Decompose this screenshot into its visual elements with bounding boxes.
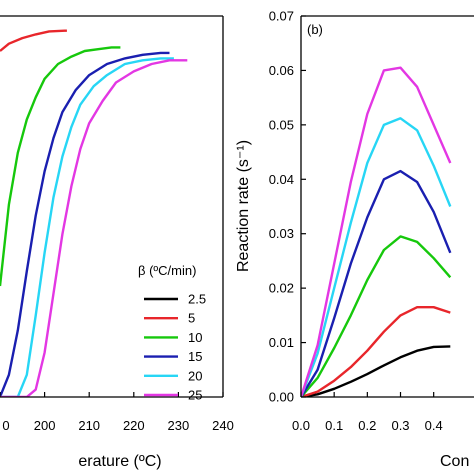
panel-b-y-tick-label: 0.00 <box>269 390 294 405</box>
panel-b-x-tick-label: 0.3 <box>391 418 409 433</box>
panel-a-x-tick-label: 240 <box>212 418 234 433</box>
panel-a-series-15 <box>0 51 170 397</box>
panel-b-chart: 0.000.010.020.030.040.050.060.07 0.0 0.1 0… <box>235 9 474 470</box>
panel-b-series-group <box>301 66 452 397</box>
legend-label-25: 25 <box>188 388 202 403</box>
legend-label-20: 20 <box>188 368 202 383</box>
panel-a-x-tick-label: 200 <box>34 418 56 433</box>
legend-title: β (ºC/min) <box>138 263 196 278</box>
legend-label-5: 5 <box>188 311 195 326</box>
legend-label-2-5: 2.5 <box>188 292 206 307</box>
panel-b-label: (b) <box>307 22 323 37</box>
panel-a-series-group <box>0 29 188 397</box>
panel-b-series-20 <box>301 117 452 397</box>
panel-a-x-ticks: 0 200 210 220 230 240 <box>0 392 234 433</box>
panel-b-x-tick-label: 0.0 <box>292 418 310 433</box>
panel-b-y-tick-label: 0.01 <box>269 335 294 350</box>
panel-a-x-tick-label: 0 <box>2 418 9 433</box>
panel-b-x-tick-label: 0.2 <box>358 418 376 433</box>
panel-a-x-tick-label: 230 <box>168 418 190 433</box>
panel-a-x-axis-title: erature (ºC) <box>78 453 161 470</box>
panel-b-x-axis-title: Con <box>440 453 469 470</box>
panel-b-x-tick-label: 0.1 <box>325 418 343 433</box>
panel-b-y-tick-label: 0.02 <box>269 281 294 296</box>
panel-b-series-2-5 <box>301 345 451 397</box>
panel-b-y-tick-label: 0.03 <box>269 226 294 241</box>
panel-b-series-15 <box>301 169 452 397</box>
legend-label-10: 10 <box>188 330 202 345</box>
panel-a-series-25 <box>0 59 188 397</box>
panel-b-x-tick-label: 0.4 <box>425 418 443 433</box>
panel-a-series-5 <box>0 29 67 52</box>
panel-b-y-tick-label: 0.04 <box>269 172 294 187</box>
panel-b-series-25 <box>301 66 452 397</box>
panel-b-series-10 <box>301 235 452 397</box>
panel-b-y-ticks: 0.00 0.01 0.02 0.03 0.04 0.05 0.06 0.07 <box>269 9 306 405</box>
panel-b-y-tick-label: 0.06 <box>269 63 294 78</box>
panel-a-series-20 <box>0 57 174 397</box>
panel-b-y-axis-title: Reaction rate (s⁻¹) <box>235 140 252 272</box>
panel-b-y-tick-label: 0.05 <box>269 117 294 132</box>
panel-b-x-ticks: 0.0 0.1 0.2 0.3 0.4 <box>292 392 443 433</box>
legend-items: 2.5 5 10 15 20 25 <box>144 292 206 403</box>
panel-b-y-tick-label: 0.07 <box>269 9 294 24</box>
panel-a-x-tick-label: 220 <box>123 418 145 433</box>
panel-a-x-tick-label: 210 <box>78 418 100 433</box>
panel-a-chart: 0 200 210 220 230 240 erature (ºC) β (ºC/min)… <box>0 15 234 470</box>
legend-label-15: 15 <box>188 349 202 364</box>
panel-b-series-5 <box>301 306 451 397</box>
panel-a-series-10 <box>0 46 121 287</box>
panel-a-legend: β (ºC/min) 2.5 5 10 15 20 25 <box>138 263 206 403</box>
